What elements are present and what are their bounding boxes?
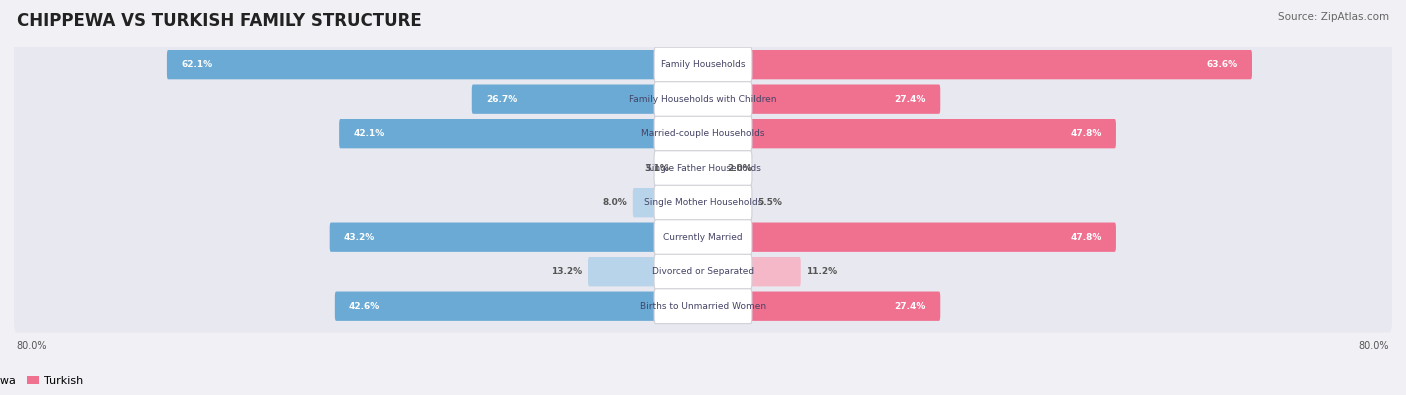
Text: Divorced or Separated: Divorced or Separated bbox=[652, 267, 754, 276]
Text: 63.6%: 63.6% bbox=[1206, 60, 1237, 69]
Text: 80.0%: 80.0% bbox=[17, 341, 48, 351]
FancyBboxPatch shape bbox=[14, 73, 1392, 125]
Text: Family Households with Children: Family Households with Children bbox=[630, 95, 776, 103]
Text: 42.6%: 42.6% bbox=[349, 302, 380, 311]
FancyBboxPatch shape bbox=[702, 257, 801, 286]
Text: Family Households: Family Households bbox=[661, 60, 745, 69]
FancyBboxPatch shape bbox=[654, 47, 752, 82]
Text: 47.8%: 47.8% bbox=[1070, 129, 1102, 138]
FancyBboxPatch shape bbox=[654, 220, 752, 255]
FancyBboxPatch shape bbox=[654, 116, 752, 151]
FancyBboxPatch shape bbox=[675, 154, 704, 183]
Text: Births to Unmarried Women: Births to Unmarried Women bbox=[640, 302, 766, 311]
FancyBboxPatch shape bbox=[335, 292, 704, 321]
FancyBboxPatch shape bbox=[14, 142, 1392, 194]
Text: 13.2%: 13.2% bbox=[551, 267, 582, 276]
FancyBboxPatch shape bbox=[167, 50, 704, 79]
FancyBboxPatch shape bbox=[654, 289, 752, 324]
FancyBboxPatch shape bbox=[588, 257, 704, 286]
Legend: Chippewa, Turkish: Chippewa, Turkish bbox=[0, 371, 87, 390]
FancyBboxPatch shape bbox=[14, 177, 1392, 229]
FancyBboxPatch shape bbox=[14, 245, 1392, 298]
FancyBboxPatch shape bbox=[654, 82, 752, 117]
Text: 3.1%: 3.1% bbox=[644, 164, 669, 173]
FancyBboxPatch shape bbox=[702, 292, 941, 321]
Text: 5.5%: 5.5% bbox=[758, 198, 782, 207]
Text: 27.4%: 27.4% bbox=[894, 95, 927, 103]
FancyBboxPatch shape bbox=[14, 211, 1392, 263]
FancyBboxPatch shape bbox=[702, 188, 752, 217]
FancyBboxPatch shape bbox=[654, 151, 752, 186]
Text: Single Mother Households: Single Mother Households bbox=[644, 198, 762, 207]
FancyBboxPatch shape bbox=[702, 119, 1116, 149]
Text: 80.0%: 80.0% bbox=[1358, 341, 1389, 351]
Text: 2.0%: 2.0% bbox=[727, 164, 752, 173]
FancyBboxPatch shape bbox=[633, 188, 704, 217]
Text: 27.4%: 27.4% bbox=[894, 302, 927, 311]
FancyBboxPatch shape bbox=[14, 280, 1392, 333]
FancyBboxPatch shape bbox=[702, 50, 1251, 79]
FancyBboxPatch shape bbox=[472, 85, 704, 114]
Text: 11.2%: 11.2% bbox=[807, 267, 838, 276]
FancyBboxPatch shape bbox=[339, 119, 704, 149]
FancyBboxPatch shape bbox=[702, 154, 721, 183]
Text: 42.1%: 42.1% bbox=[353, 129, 385, 138]
Text: Single Father Households: Single Father Households bbox=[645, 164, 761, 173]
FancyBboxPatch shape bbox=[702, 85, 941, 114]
FancyBboxPatch shape bbox=[329, 222, 704, 252]
Text: Source: ZipAtlas.com: Source: ZipAtlas.com bbox=[1278, 12, 1389, 22]
Text: Married-couple Households: Married-couple Households bbox=[641, 129, 765, 138]
Text: CHIPPEWA VS TURKISH FAMILY STRUCTURE: CHIPPEWA VS TURKISH FAMILY STRUCTURE bbox=[17, 12, 422, 30]
Text: 8.0%: 8.0% bbox=[602, 198, 627, 207]
Text: 47.8%: 47.8% bbox=[1070, 233, 1102, 242]
Text: 62.1%: 62.1% bbox=[181, 60, 212, 69]
FancyBboxPatch shape bbox=[14, 107, 1392, 160]
Text: 43.2%: 43.2% bbox=[344, 233, 375, 242]
FancyBboxPatch shape bbox=[654, 185, 752, 220]
FancyBboxPatch shape bbox=[14, 38, 1392, 91]
Text: Currently Married: Currently Married bbox=[664, 233, 742, 242]
FancyBboxPatch shape bbox=[702, 222, 1116, 252]
Text: 26.7%: 26.7% bbox=[486, 95, 517, 103]
FancyBboxPatch shape bbox=[654, 254, 752, 289]
